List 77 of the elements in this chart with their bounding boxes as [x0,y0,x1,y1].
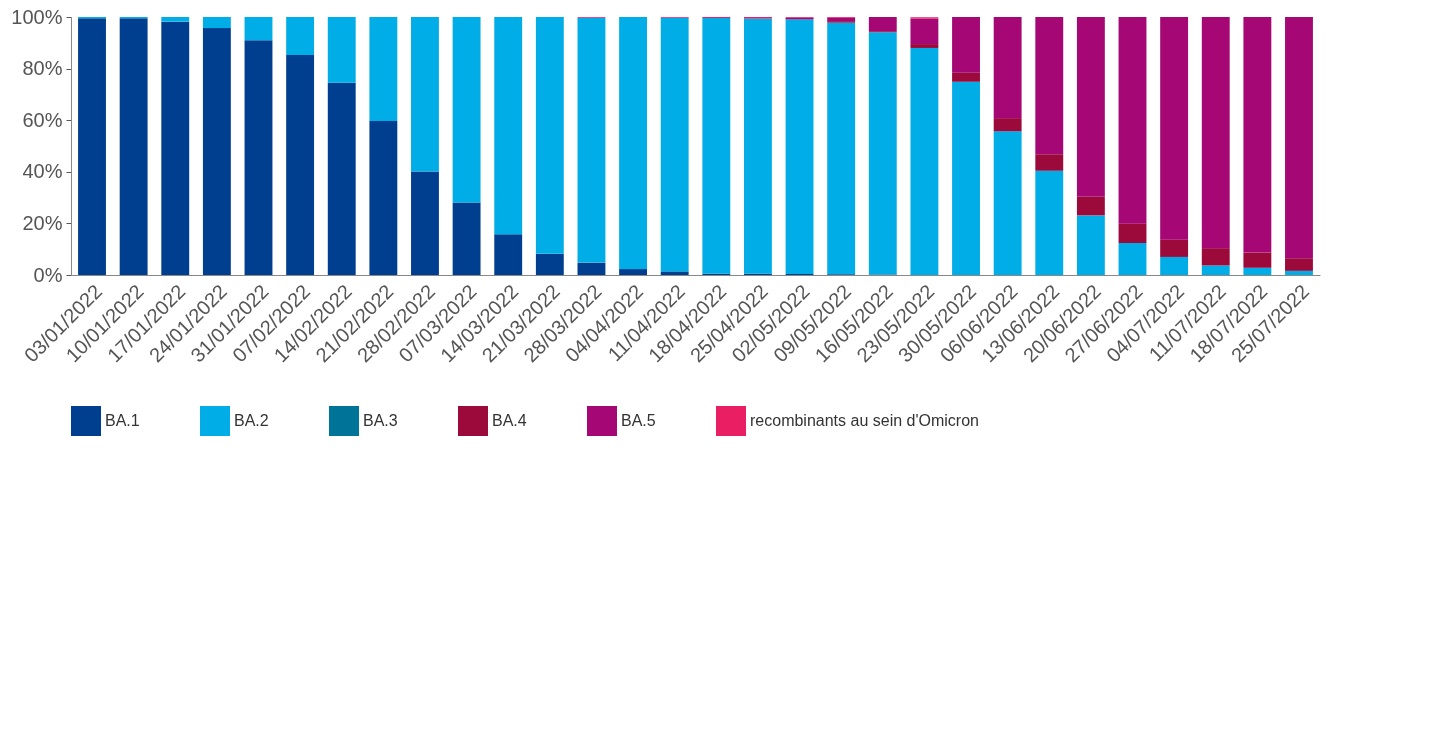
bar [619,17,648,270]
bar [827,22,856,275]
bar [1035,170,1064,275]
bar [1201,17,1230,249]
bar [993,118,1022,132]
legend-label: recombinants au sein d'Omicron [750,412,979,429]
y-tick-label: 60% [22,108,63,131]
bar [577,262,606,275]
bar [1160,239,1189,257]
bar [1160,17,1189,240]
bar [286,54,315,275]
bar [1285,258,1313,271]
bar [411,171,439,275]
bar [327,17,356,83]
bar [1076,196,1105,216]
bar [161,21,190,275]
bar [993,17,1022,119]
bar [952,72,980,82]
bar [1285,270,1313,275]
bar [743,18,772,274]
bar [785,19,814,274]
bar [910,18,939,45]
bar [827,17,856,22]
legend-label: BA.2 [234,412,269,429]
bar [910,47,939,275]
bar [952,17,980,73]
bar [1201,248,1230,266]
bar [535,253,564,275]
bar [1243,252,1272,268]
bar [202,28,231,275]
bar [660,17,689,272]
bar [1243,267,1272,275]
bar [1118,243,1147,275]
legend-label: BA.3 [363,412,398,429]
legend-label: BA.4 [492,412,527,429]
bar [244,40,273,275]
bar [369,17,398,121]
bar [1201,265,1230,275]
bar [1118,223,1147,244]
bar [494,234,523,275]
bar [452,17,481,203]
bar [660,271,689,275]
legend-label: BA.1 [105,412,140,429]
bar [202,17,231,29]
bar [494,17,523,235]
y-tick-label: 20% [22,211,63,234]
y-tick-label: 100% [11,5,63,28]
bar [369,120,398,275]
bar [286,17,315,55]
bar [619,269,648,275]
bar [1160,256,1189,275]
y-tick-label: 0% [33,263,63,286]
bar [868,32,897,275]
bar [1118,17,1147,224]
bar [1285,17,1313,259]
bar [1243,17,1272,253]
bar [161,17,190,22]
bar [411,17,439,172]
legend-label: BA.5 [621,412,656,429]
bar [702,18,731,274]
bar [993,131,1022,275]
bar [452,202,481,275]
bar [327,82,356,275]
y-tick-label: 80% [22,57,63,80]
bar [244,17,273,41]
bar [577,17,606,263]
bar [78,18,106,275]
bar [1035,17,1064,155]
bar [535,17,564,254]
bar [952,81,980,275]
y-tick-label: 40% [22,160,63,183]
bar [1076,17,1105,197]
bar [1035,154,1064,171]
bar [119,18,148,275]
bar [1076,215,1105,275]
bar [910,44,939,48]
bar [868,17,897,32]
